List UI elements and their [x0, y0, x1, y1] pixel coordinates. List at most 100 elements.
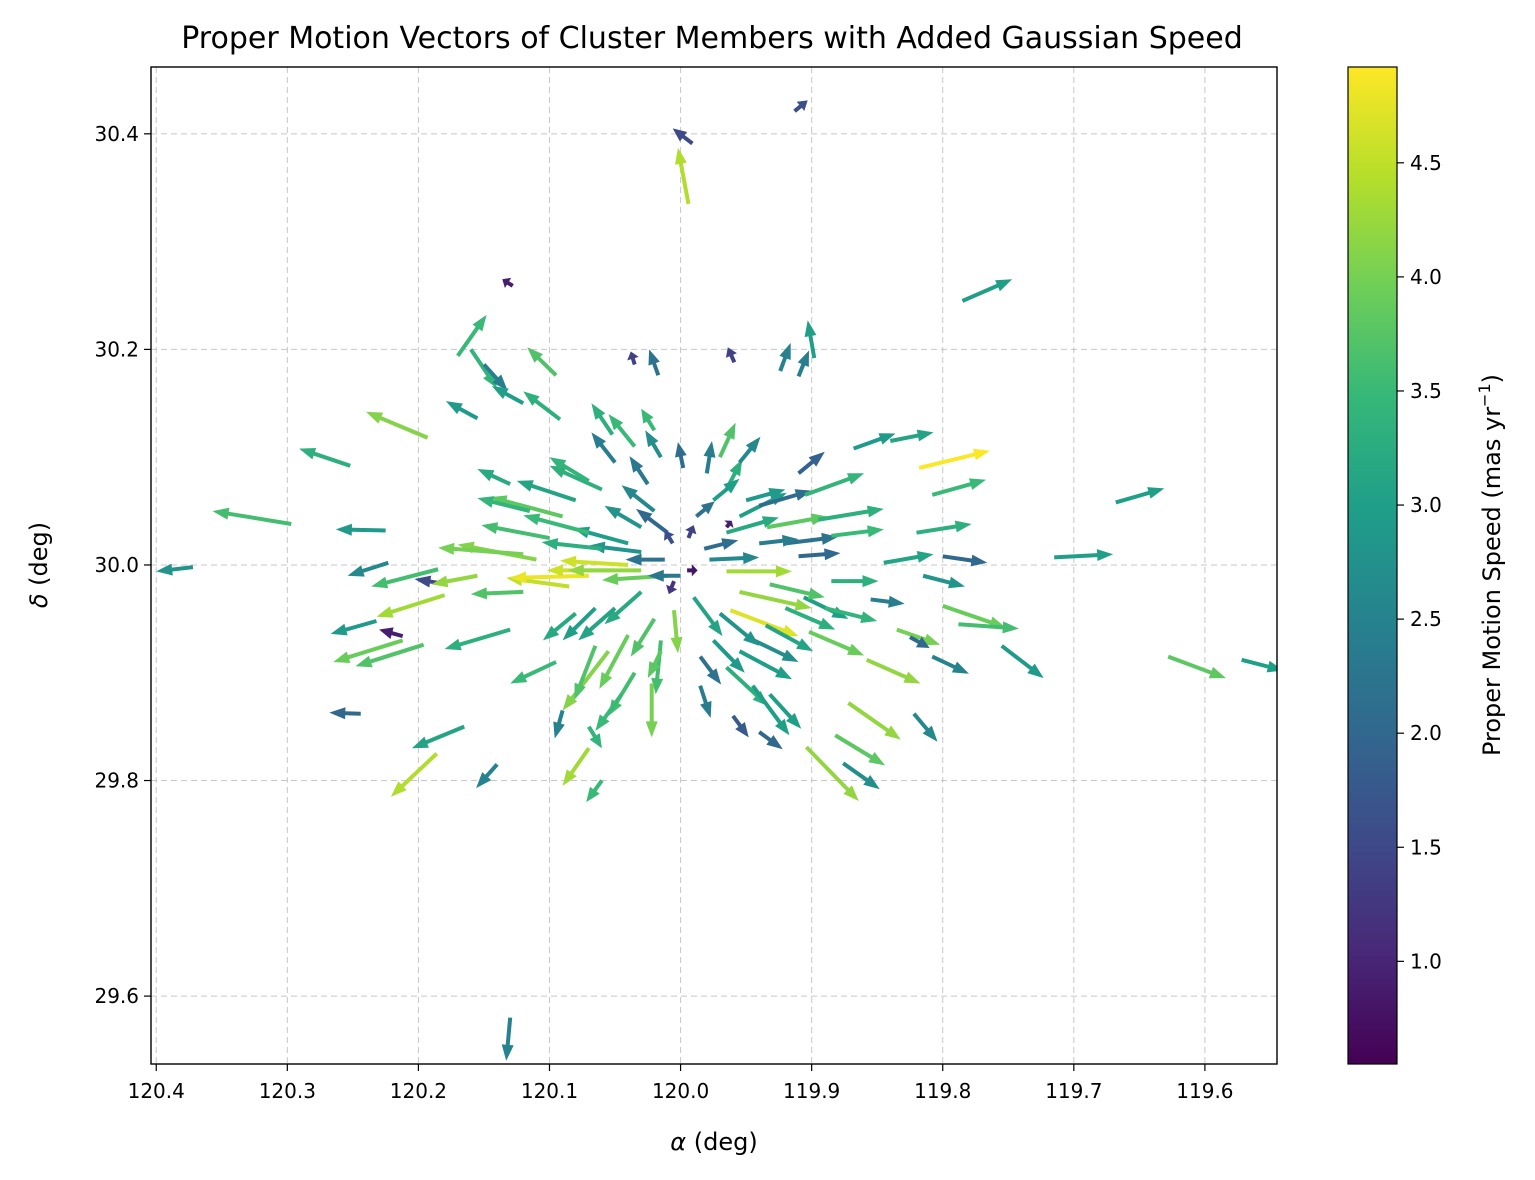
proper-motion-arrow	[481, 522, 550, 540]
proper-motion-arrow	[445, 401, 479, 421]
proper-motion-arrow	[918, 448, 990, 470]
colorbar	[1348, 67, 1397, 1064]
proper-motion-arrow	[796, 350, 809, 378]
proper-motion-arrow	[502, 277, 514, 288]
proper-motion-arrow	[608, 414, 637, 448]
proper-motion-arrow	[595, 693, 624, 731]
colorbar-tick-label: 1.5	[1410, 835, 1442, 859]
proper-motion-arrow	[912, 712, 938, 742]
proper-motion-arrow	[212, 507, 292, 526]
proper-motion-arrow	[477, 469, 511, 486]
colorbar-tick-label: 1.0	[1410, 949, 1442, 973]
proper-motion-arrow	[516, 480, 577, 503]
x-tick-label: 119.8	[914, 1079, 971, 1103]
colorbar-label-close: )	[1478, 374, 1506, 383]
proper-motion-arrow	[329, 707, 361, 720]
proper-motion-arrow	[647, 569, 681, 582]
proper-motion-arrow	[523, 391, 562, 421]
proper-motion-arrow	[510, 571, 589, 584]
proper-motion-arrow	[852, 433, 896, 451]
proper-motion-arrow	[476, 763, 499, 789]
proper-motion-arrow	[630, 617, 657, 657]
proper-motion-arrow	[330, 619, 377, 636]
proper-motion-arrow	[698, 685, 712, 718]
x-tick-label: 120.3	[259, 1079, 316, 1103]
proper-motion-arrow	[687, 564, 698, 577]
proper-motion-arrow	[599, 634, 630, 689]
proper-motion-arrow	[766, 513, 828, 530]
proper-motion-arrow	[759, 534, 799, 547]
colorbar-label-exponent: −1	[1475, 383, 1494, 407]
x-axis-label: α (deg)	[670, 1128, 757, 1156]
proper-motion-arrow	[729, 608, 799, 637]
proper-motion-arrow	[335, 523, 386, 536]
proper-motion-arrow	[156, 563, 194, 576]
colorbar-tick-label: 3.5	[1410, 379, 1442, 403]
proper-motion-arrow	[523, 513, 590, 535]
proper-motion-arrow	[490, 495, 564, 519]
vector-field	[156, 100, 1277, 1061]
proper-motion-arrow	[817, 505, 884, 522]
proper-motion-arrow	[718, 422, 736, 458]
proper-motion-arrow	[922, 573, 965, 589]
proper-motion-arrow	[379, 627, 404, 639]
proper-motion-arrow	[647, 650, 663, 679]
proper-motion-arrow	[560, 555, 629, 568]
proper-motion-arrow	[670, 610, 683, 654]
proper-motion-arrow	[698, 655, 722, 685]
proper-motion-arrow	[942, 604, 1006, 628]
proper-motion-arrow	[438, 542, 524, 557]
x-axis-unit: (deg)	[686, 1128, 758, 1156]
proper-motion-arrow	[625, 553, 665, 566]
proper-motion-arrow	[804, 320, 817, 359]
proper-motion-arrow	[804, 473, 865, 497]
colorbar-label-text: Proper Motion Speed (mas yr	[1478, 407, 1506, 756]
proper-motion-arrow	[1241, 657, 1277, 673]
proper-motion-arrow	[703, 441, 716, 474]
proper-motion-arrow	[831, 525, 884, 538]
proper-motion-arrow	[299, 448, 351, 468]
grid	[151, 67, 1277, 1064]
proper-motion-arrow	[889, 429, 934, 443]
proper-motion-arrow	[444, 627, 511, 651]
proper-motion-arrow	[371, 567, 439, 589]
y-tick-label: 30.0	[94, 553, 139, 577]
proper-motion-arrow	[847, 701, 901, 740]
proper-motion-arrow	[491, 386, 525, 405]
proper-motion-arrow	[724, 520, 734, 529]
proper-motion-arrow	[574, 645, 598, 700]
proper-motion-arrow	[591, 403, 615, 436]
proper-motion-arrow	[685, 525, 697, 539]
proper-motion-arrow	[745, 488, 786, 503]
proper-motion-arrow	[641, 408, 657, 432]
x-tick-label: 119.9	[783, 1079, 840, 1103]
proper-motion-arrow	[797, 451, 825, 475]
proper-motion-arrow	[909, 635, 930, 648]
proper-motion-arrow	[916, 520, 972, 535]
proper-motion-arrow	[692, 596, 723, 637]
proper-motion-arrow	[604, 505, 643, 529]
proper-motion-arrow	[808, 630, 865, 656]
proper-motion-arrow	[725, 665, 769, 707]
proper-motion-arrow	[675, 147, 691, 205]
proper-motion-arrow	[769, 582, 825, 600]
proper-motion-arrow	[469, 348, 498, 389]
proper-motion-arrow	[664, 530, 675, 545]
chart-title: Proper Motion Vectors of Cluster Members…	[181, 21, 1243, 56]
proper-motion-arrow	[883, 551, 934, 565]
proper-motion-arrow	[1167, 654, 1226, 679]
proper-motion-arrow	[718, 611, 760, 646]
colorbar-ticks: 1.0 1.5 2.0 2.5 3.0 3.5 4.0 4.5	[1397, 151, 1442, 973]
proper-motion-arrow	[477, 496, 531, 513]
plot-frame	[150, 66, 1278, 1065]
proper-motion-arrow	[629, 456, 650, 486]
proper-motion-arrow	[542, 611, 577, 641]
proper-motion-arrow	[604, 590, 643, 625]
proper-motion-arrow	[553, 709, 565, 739]
y-axis-unit: (deg)	[25, 522, 53, 594]
proper-motion-arrow	[376, 593, 446, 618]
proper-motion-arrow	[831, 575, 879, 588]
proper-motion-arrow	[591, 432, 617, 464]
proper-motion-arrow	[725, 347, 737, 364]
proper-motion-arrow	[784, 606, 836, 630]
